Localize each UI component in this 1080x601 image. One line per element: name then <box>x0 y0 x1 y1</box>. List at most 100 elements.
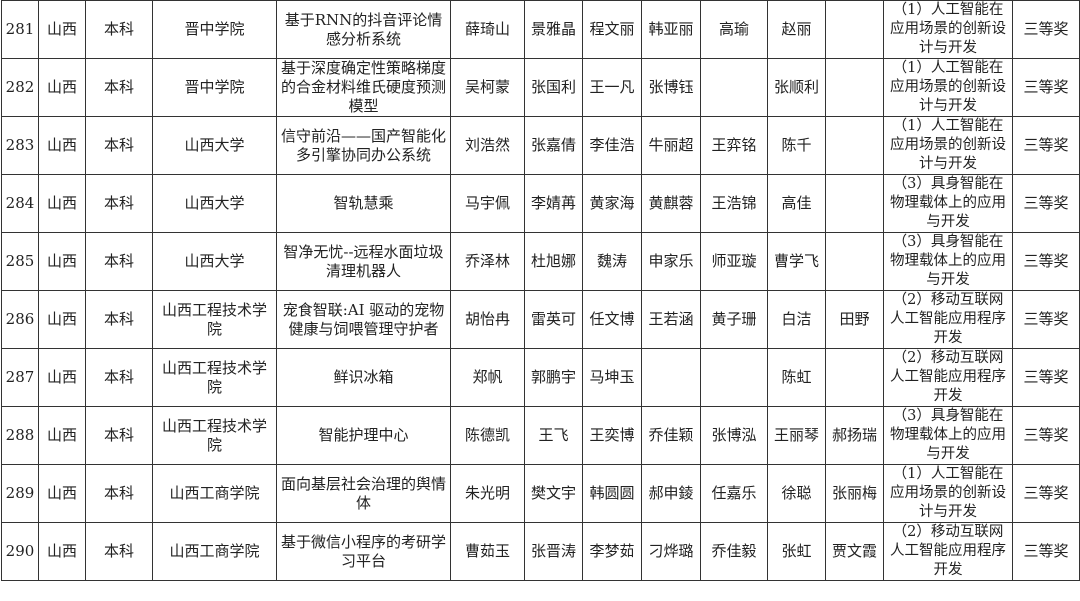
member-cell: 马宇佩 <box>450 174 525 233</box>
school-cell: 山西工程技术学院 <box>152 290 277 349</box>
province-cell: 山西 <box>38 116 86 175</box>
project-name-cell: 智轨慧乘 <box>276 174 451 233</box>
member-cell: 李婧苒 <box>524 174 583 233</box>
award-cell: 三等奖 <box>1012 406 1080 465</box>
row-number-cell: 284 <box>1 174 39 233</box>
member-cell: 李佳浩 <box>582 116 642 175</box>
table-row: 288 山西 本科 山西工程技术学院 智能护理中心 陈德凯 王飞 王奕博 乔佳颖 张博泓 王丽琴 郝扬… <box>1 406 1080 465</box>
member-cell: 黄子珊 <box>700 290 768 349</box>
category-cell: （1）人工智能在应用场景的创新设计与开发 <box>883 0 1013 59</box>
advisor-cell <box>825 0 884 59</box>
advisor-cell <box>825 174 884 233</box>
province-cell: 山西 <box>38 522 86 581</box>
member-cell: 高瑜 <box>700 0 768 59</box>
project-name-cell: 信守前沿——国产智能化多引擎协同办公系统 <box>276 116 451 175</box>
row-number-cell: 285 <box>1 232 39 291</box>
province-cell: 山西 <box>38 406 86 465</box>
member-cell: 乔佳颖 <box>641 406 701 465</box>
project-name-cell: 基于微信小程序的考研学习平台 <box>276 522 451 581</box>
advisor-cell: 王丽琴 <box>767 406 826 465</box>
member-cell: 张嘉倩 <box>524 116 583 175</box>
school-cell: 山西大学 <box>152 116 277 175</box>
table-row: 281 山西 本科 晋中学院 基于RNN的抖音评论情感分析系统 薛琦山 景雅晶 程文丽 韩亚丽高… <box>1 0 1080 59</box>
member-cell: 黄家海 <box>582 174 642 233</box>
table-row: 284 山西 本科 山西大学 智轨慧乘 马宇佩 李婧苒 黄家海 黄麒蓉 王浩锦 高佳 （3）具身智能在… <box>1 174 1080 233</box>
member-cell: 雷英可 <box>524 290 583 349</box>
member-cell: 魏涛 <box>582 232 642 291</box>
member-cell: 申家乐 <box>641 232 701 291</box>
school-cell: 山西工商学院 <box>152 522 277 581</box>
project-name-cell: 面向基层社会治理的舆情体 <box>276 464 451 523</box>
award-cell: 三等奖 <box>1012 174 1080 233</box>
table-row: 283 山西 本科 山西大学 信守前沿——国产智能化多引擎协同办公系统 刘浩然 张嘉倩 李佳浩… <box>1 116 1080 175</box>
level-cell: 本科 <box>85 464 153 523</box>
member-cell: 郭鹏宇 <box>524 348 583 407</box>
advisor-cell <box>825 116 884 175</box>
member-cell: 刘浩然 <box>450 116 525 175</box>
member-cell: 张国利 <box>524 58 583 117</box>
school-cell: 晋中学院 <box>152 58 277 117</box>
project-name-cell: 智能护理中心 <box>276 406 451 465</box>
category-cell: （2）移动互联网人工智能应用程序开发 <box>883 348 1013 407</box>
member-cell: 王弈铭 <box>700 116 768 175</box>
province-cell: 山西 <box>38 290 86 349</box>
member-cell <box>700 348 768 407</box>
project-name-cell: 智净无忧--远程水面垃圾清理机器人 <box>276 232 451 291</box>
award-cell: 三等奖 <box>1012 464 1080 523</box>
member-cell: 刁烨璐 <box>641 522 701 581</box>
member-cell: 杜旭娜 <box>524 232 583 291</box>
award-cell: 三等奖 <box>1012 116 1080 175</box>
advisor-cell: 张丽梅 <box>825 464 884 523</box>
category-cell: （1）人工智能在应用场景的创新设计与开发 <box>883 464 1013 523</box>
row-number-cell: 281 <box>1 0 39 59</box>
member-cell: 王浩锦 <box>700 174 768 233</box>
member-cell: 韩亚丽 <box>641 0 701 59</box>
table-row: 286 山西 本科 山西工程技术学院 宠食智联:AI 驱动的宠物健康与饲喂管理守护者 胡怡… <box>1 290 1080 349</box>
member-cell: 王一凡 <box>582 58 642 117</box>
member-cell: 程文丽 <box>582 0 642 59</box>
province-cell: 山西 <box>38 348 86 407</box>
row-number-cell: 283 <box>1 116 39 175</box>
member-cell: 任文博 <box>582 290 642 349</box>
member-cell: 张晋涛 <box>524 522 583 581</box>
member-cell: 吴柯蒙 <box>450 58 525 117</box>
advisor-cell: 郝扬瑞 <box>825 406 884 465</box>
member-cell: 胡怡冉 <box>450 290 525 349</box>
member-cell: 王奕博 <box>582 406 642 465</box>
table-row: 285 山西 本科 山西大学 智净无忧--远程水面垃圾清理机器人 乔泽林 杜旭娜 魏涛 申家乐师… <box>1 232 1080 291</box>
awards-table: 281 山西 本科 晋中学院 基于RNN的抖音评论情感分析系统 薛琦山 景雅晶 程文丽 韩亚丽高… <box>1 0 1080 581</box>
category-cell: （2）移动互联网人工智能应用程序开发 <box>883 522 1013 581</box>
project-name-cell: 宠食智联:AI 驱动的宠物健康与饲喂管理守护者 <box>276 290 451 349</box>
member-cell: 樊文宇 <box>524 464 583 523</box>
advisor-cell: 徐聪 <box>767 464 826 523</box>
award-cell: 三等奖 <box>1012 232 1080 291</box>
category-cell: （1）人工智能在应用场景的创新设计与开发 <box>883 58 1013 117</box>
advisor-cell: 张顺利 <box>767 58 826 117</box>
advisor-cell <box>825 58 884 117</box>
row-number-cell: 286 <box>1 290 39 349</box>
award-cell: 三等奖 <box>1012 348 1080 407</box>
advisor-cell <box>825 348 884 407</box>
school-cell: 山西工程技术学院 <box>152 348 277 407</box>
level-cell: 本科 <box>85 58 153 117</box>
category-cell: （1）人工智能在应用场景的创新设计与开发 <box>883 116 1013 175</box>
member-cell <box>641 348 701 407</box>
category-cell: （3）具身智能在物理载体上的应用与开发 <box>883 232 1013 291</box>
member-cell: 乔泽林 <box>450 232 525 291</box>
member-cell: 朱光明 <box>450 464 525 523</box>
advisor-cell: 陈虹 <box>767 348 826 407</box>
level-cell: 本科 <box>85 116 153 175</box>
level-cell: 本科 <box>85 406 153 465</box>
member-cell: 马坤玉 <box>582 348 642 407</box>
advisor-cell: 张虹 <box>767 522 826 581</box>
member-cell: 陈德凯 <box>450 406 525 465</box>
school-cell: 晋中学院 <box>152 0 277 59</box>
province-cell: 山西 <box>38 174 86 233</box>
row-number-cell: 282 <box>1 58 39 117</box>
member-cell: 郑帆 <box>450 348 525 407</box>
school-cell: 山西大学 <box>152 174 277 233</box>
advisor-cell: 贾文霞 <box>825 522 884 581</box>
level-cell: 本科 <box>85 348 153 407</box>
member-cell: 张博泓 <box>700 406 768 465</box>
row-number-cell: 288 <box>1 406 39 465</box>
